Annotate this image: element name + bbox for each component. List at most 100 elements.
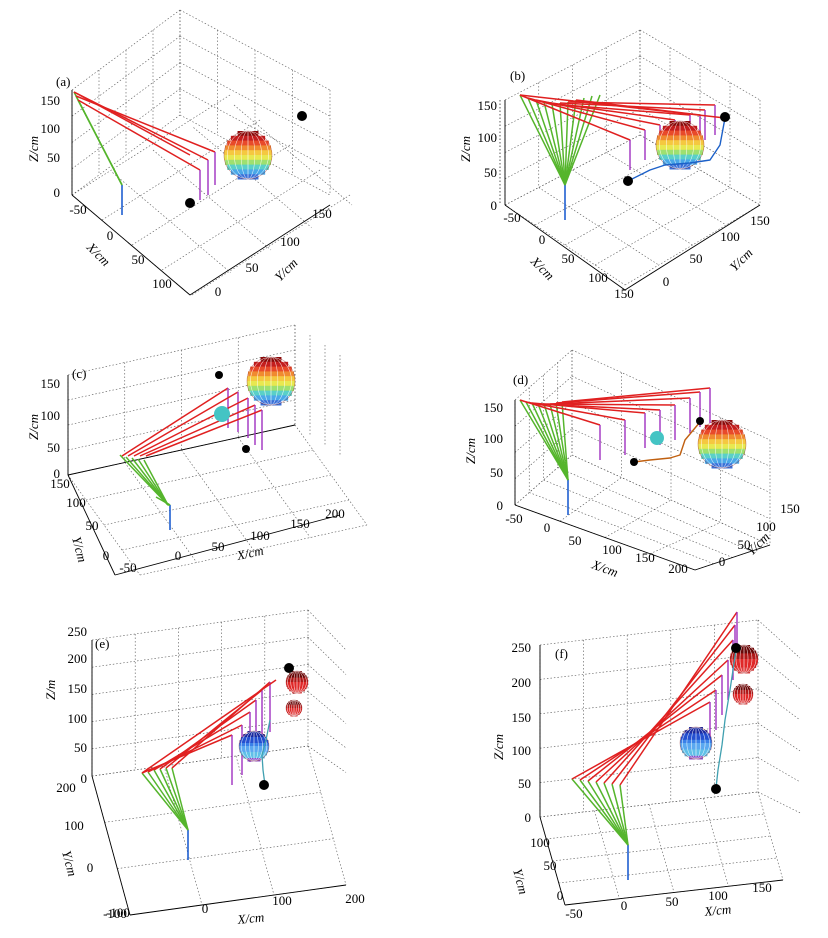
forearm-link xyxy=(139,404,256,457)
sphere-band xyxy=(738,684,748,687)
x-tick-label: 150 xyxy=(752,880,772,895)
sphere-band xyxy=(227,164,269,170)
forearm-link xyxy=(543,403,676,406)
upper-arm-link xyxy=(143,459,169,506)
sphere-obstacle xyxy=(732,683,754,705)
sphere-band xyxy=(260,400,282,406)
sphere-outline xyxy=(655,120,705,170)
z-axis-label: Z/cm xyxy=(26,136,41,162)
sphere-band xyxy=(669,164,691,170)
y-tick-label: -100 xyxy=(103,906,127,921)
z-tick-label: 0 xyxy=(497,498,504,513)
axis-line xyxy=(67,424,296,476)
sphere-band xyxy=(731,664,757,668)
grid-line xyxy=(121,499,350,551)
upper-arm-link xyxy=(527,97,566,186)
sphere-band xyxy=(730,661,758,666)
y-tick-label: 0 xyxy=(557,888,564,903)
grid-line xyxy=(504,134,641,206)
x-tick-label: 150 xyxy=(614,286,634,301)
sphere-outline xyxy=(238,730,270,762)
x-axis-label: X/cm xyxy=(236,909,265,927)
x-tick-label: 200 xyxy=(325,506,345,521)
sphere-band xyxy=(286,706,302,709)
sphere-band xyxy=(669,121,691,127)
sphere-band xyxy=(290,714,298,717)
z-axis-label: Z/cm xyxy=(463,438,478,464)
z-tick-label: 100 xyxy=(68,711,88,726)
forearm-link xyxy=(619,611,738,786)
upper-arm-link xyxy=(564,101,569,186)
grid-line xyxy=(539,757,759,783)
grid-line xyxy=(639,55,761,127)
sphere-band xyxy=(230,135,266,142)
grid-line xyxy=(552,835,771,862)
y-tick-label: 0 xyxy=(215,284,222,299)
grid-line xyxy=(103,474,332,526)
y-tick-label: 50 xyxy=(246,260,259,275)
x-tick-label: 50 xyxy=(132,252,145,267)
sphere-band xyxy=(247,381,295,387)
sphere-band xyxy=(286,709,302,712)
grid-line xyxy=(307,664,347,700)
forearm-link xyxy=(525,401,626,421)
x-tick-label: -50 xyxy=(505,511,522,526)
goal-point xyxy=(284,663,294,673)
sphere-band xyxy=(730,656,758,660)
grid-line xyxy=(639,134,761,206)
sphere-band xyxy=(292,671,302,674)
sphere-outline xyxy=(732,683,754,705)
sphere-obstacle xyxy=(655,120,705,170)
grid-line xyxy=(557,467,752,552)
x-tick-label: 0 xyxy=(202,901,209,916)
z-tick-label: 50 xyxy=(47,150,60,165)
panel-label: (a) xyxy=(56,74,70,89)
grid-line xyxy=(504,82,641,153)
upper-arm-link xyxy=(564,99,577,186)
sphere-band xyxy=(292,690,302,694)
sphere-band xyxy=(656,140,704,146)
forearm-link xyxy=(527,97,646,131)
grid-line xyxy=(307,636,347,675)
z-tick-label: 100 xyxy=(478,130,498,145)
axis-line xyxy=(189,204,331,296)
x-tick-label: 100 xyxy=(708,888,728,903)
x-tick-label: 0 xyxy=(544,520,551,535)
y-tick-label: 100 xyxy=(64,818,84,833)
start-point xyxy=(623,176,633,186)
grid-line xyxy=(514,376,573,427)
grid-line xyxy=(624,204,761,286)
grid-line xyxy=(124,462,197,563)
goal-point xyxy=(297,111,307,121)
sphere-band xyxy=(680,743,712,747)
z-tick-label: 50 xyxy=(490,465,503,480)
sphere-band xyxy=(662,125,698,132)
grid-line xyxy=(539,688,759,715)
axis-line xyxy=(67,474,116,576)
z-axis-label: Z/m xyxy=(43,680,58,700)
x-tick-label: -50 xyxy=(565,906,582,921)
upper-arm-link xyxy=(543,403,569,481)
upper-arm-link xyxy=(559,102,566,186)
grid-line xyxy=(558,857,777,884)
sphere-band xyxy=(689,755,703,760)
sphere-band xyxy=(286,679,308,683)
grid-line xyxy=(571,428,771,520)
x-tick-label: 50 xyxy=(569,533,582,548)
small-sphere-obstacle xyxy=(214,406,230,422)
grid-line xyxy=(307,745,347,773)
x-tick-label: 200 xyxy=(345,891,365,906)
axis-line xyxy=(114,514,341,576)
x-tick-label: 100 xyxy=(602,542,622,557)
sphere-band xyxy=(260,357,282,363)
forearm-link xyxy=(551,103,691,116)
sphere-band xyxy=(286,684,308,687)
forearm-link xyxy=(519,94,631,141)
axis-line xyxy=(514,504,696,571)
grid-line xyxy=(238,437,311,538)
sphere-obstacle xyxy=(697,419,747,469)
sphere-band xyxy=(248,385,294,392)
sphere-band xyxy=(250,390,292,396)
grid-line xyxy=(104,792,321,823)
sphere-band xyxy=(225,145,271,151)
